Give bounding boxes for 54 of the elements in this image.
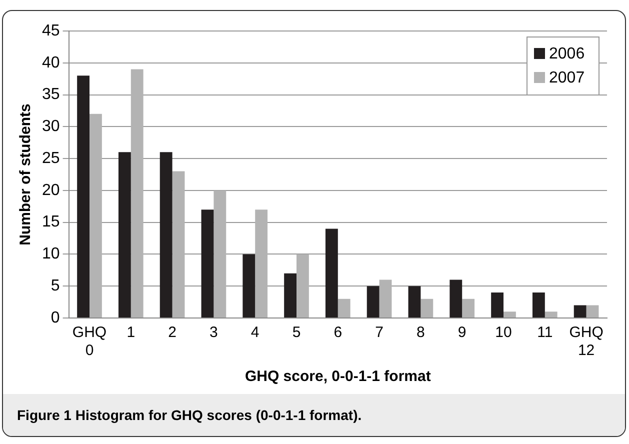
bar — [89, 114, 102, 318]
x-tick-label: GHQ 0 — [72, 324, 107, 360]
bar — [325, 228, 338, 318]
legend-label: 2007 — [549, 69, 585, 86]
x-axis-title: GHQ score, 0-0-1-1 format — [244, 368, 431, 386]
bar — [338, 298, 350, 318]
y-tick-label: 30 — [42, 118, 60, 136]
bar — [544, 312, 558, 318]
bar — [366, 286, 380, 318]
bar — [214, 190, 226, 318]
legend-label: 2006 — [549, 45, 585, 62]
x-tick-label: 3 — [210, 324, 218, 342]
x-tick-label: 11 — [537, 324, 553, 342]
bar — [77, 76, 90, 318]
bar — [201, 210, 214, 318]
bar — [284, 273, 296, 318]
bar — [118, 152, 131, 318]
y-tick-label: 25 — [42, 150, 60, 167]
x-tick-label: 4 — [250, 324, 260, 342]
bar — [574, 305, 586, 318]
x-tick-label: 9 — [458, 324, 466, 342]
x-tick-label: 1 — [126, 324, 136, 342]
bar — [242, 254, 256, 318]
y-tick-label: 40 — [42, 54, 60, 72]
y-tick-label: 10 — [42, 246, 60, 263]
y-tick-label: 15 — [42, 214, 60, 231]
bar — [420, 298, 434, 318]
bar — [491, 292, 504, 318]
x-tick-label: 8 — [416, 324, 425, 342]
y-tick-label: 5 — [50, 278, 60, 295]
x-tick-label: 10 — [495, 324, 512, 342]
bar — [130, 69, 144, 318]
caption: Figure 1 Histogram for GHQ scores (0-0-1-1 format). — [3, 394, 625, 436]
y-axis-title: Number of students — [17, 104, 34, 246]
bar — [586, 305, 599, 318]
x-tick-label: GHQ 12 — [569, 324, 604, 360]
x-tick-label: 5 — [292, 324, 301, 342]
bar — [296, 254, 309, 318]
y-tick-label: 35 — [42, 86, 60, 104]
bar — [532, 292, 545, 318]
bar — [172, 171, 185, 318]
bar — [255, 210, 268, 318]
bar — [160, 152, 172, 318]
bar — [462, 298, 475, 318]
x-tick-label: 6 — [334, 324, 342, 342]
y-tick-label: 45 — [42, 22, 60, 40]
x-tick-label: 7 — [375, 324, 384, 342]
y-tick-label: 0 — [50, 309, 60, 326]
bar — [379, 280, 392, 318]
bar — [450, 280, 462, 318]
y-tick-label: 20 — [42, 182, 60, 199]
x-tick-label: 2 — [168, 324, 176, 342]
bar — [504, 312, 516, 318]
bar — [408, 286, 421, 318]
